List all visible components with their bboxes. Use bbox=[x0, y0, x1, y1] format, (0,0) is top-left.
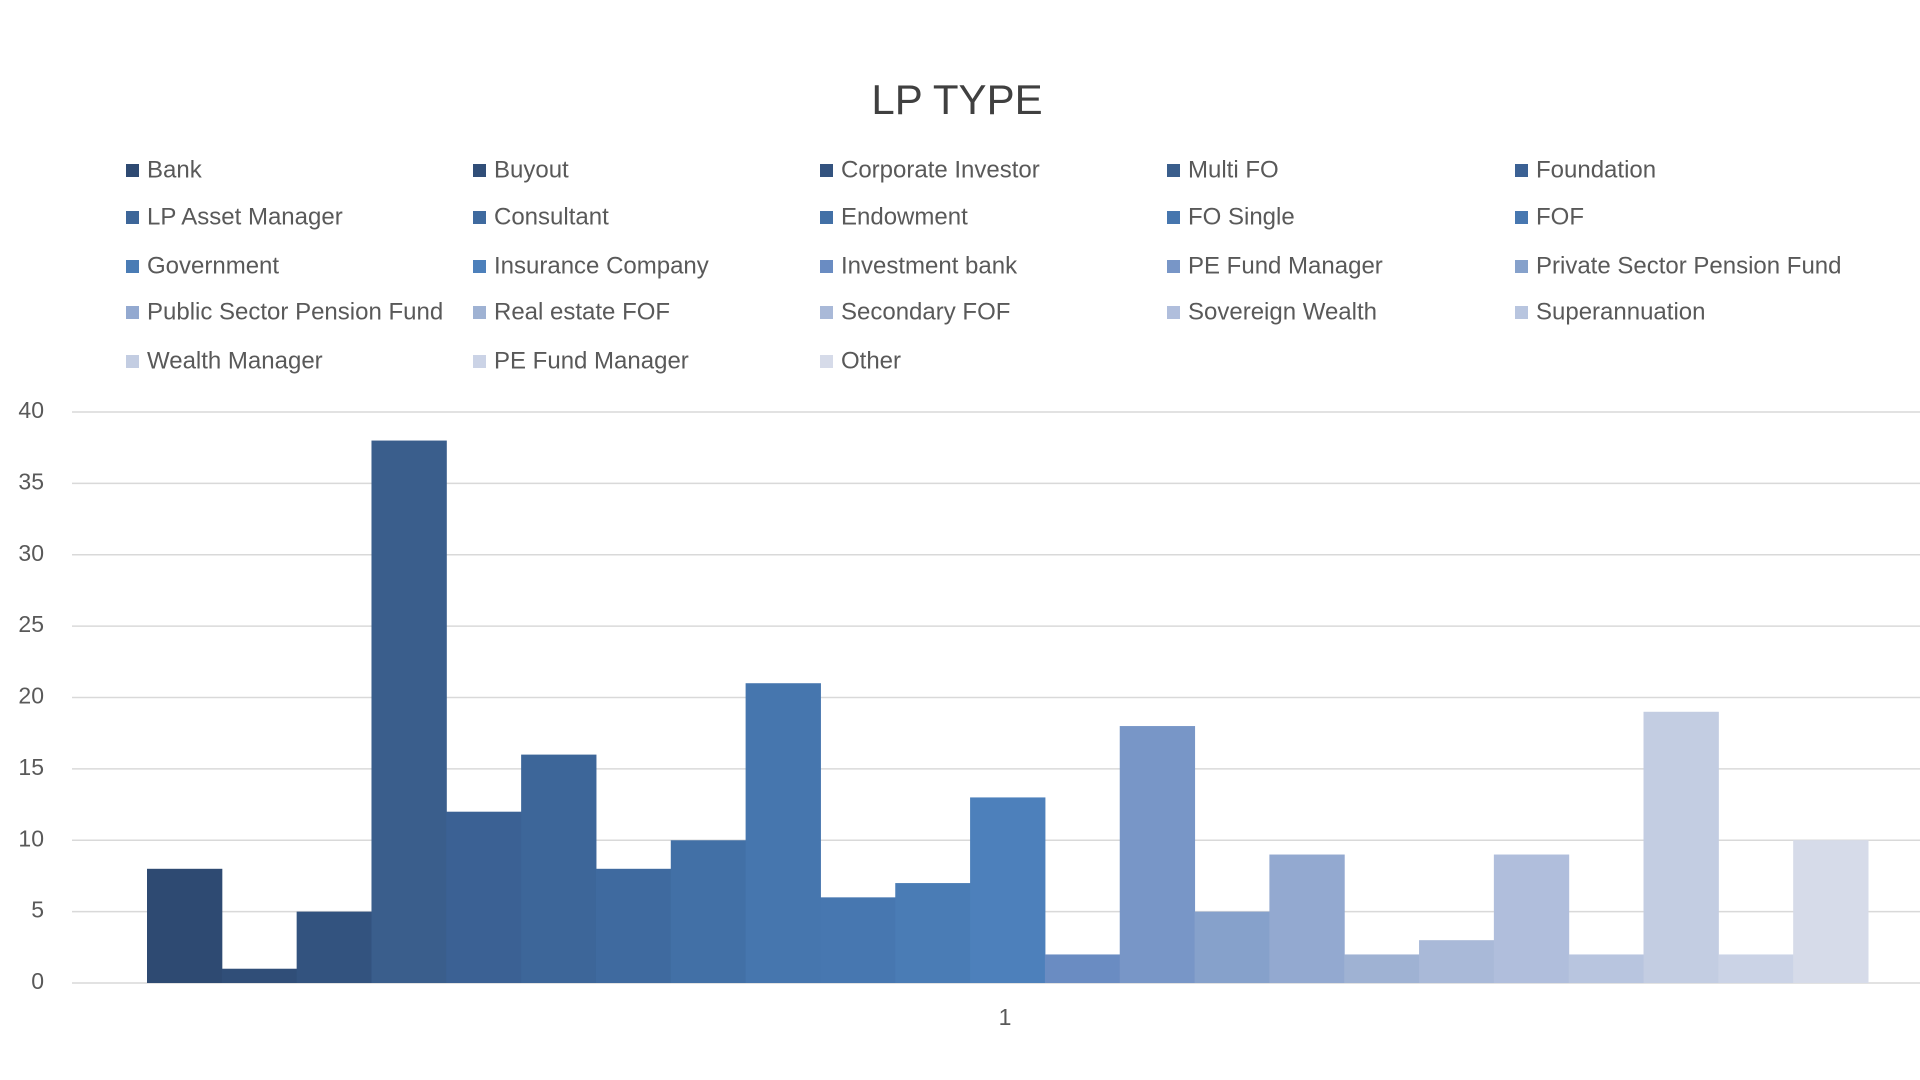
legend-label: Corporate Investor bbox=[841, 156, 1040, 183]
legend-label: FOF bbox=[1536, 203, 1584, 230]
legend-label: Consultant bbox=[494, 203, 609, 230]
bar bbox=[745, 683, 821, 983]
legend-swatch bbox=[1167, 260, 1180, 273]
bar bbox=[970, 797, 1046, 983]
bar bbox=[1793, 840, 1869, 983]
bar bbox=[1419, 940, 1495, 983]
legend-label: FO Single bbox=[1188, 203, 1295, 230]
legend-label: Private Sector Pension Fund bbox=[1536, 252, 1842, 279]
legend-swatch bbox=[1167, 164, 1180, 177]
legend-label: Secondary FOF bbox=[841, 298, 1010, 325]
legend-swatch bbox=[820, 306, 833, 319]
y-tick-label: 10 bbox=[18, 825, 44, 851]
bar bbox=[221, 968, 298, 983]
legend-label: Real estate FOF bbox=[494, 298, 670, 325]
y-tick-label: 30 bbox=[18, 540, 44, 566]
legend-label: Foundation bbox=[1536, 156, 1656, 183]
legend-swatch bbox=[820, 211, 833, 224]
bar bbox=[1119, 726, 1196, 983]
legend-label: Other bbox=[841, 347, 901, 374]
legend-label: Bank bbox=[147, 156, 203, 183]
legend-swatch bbox=[473, 211, 486, 224]
bar bbox=[147, 868, 223, 983]
legend-swatch bbox=[1515, 211, 1528, 224]
legend-swatch bbox=[126, 164, 139, 177]
bar bbox=[446, 811, 522, 983]
legend-label: PE Fund Manager bbox=[1188, 252, 1383, 279]
bar bbox=[670, 840, 747, 983]
legend-swatch bbox=[126, 355, 139, 368]
bar bbox=[1269, 854, 1345, 983]
y-tick-label: 5 bbox=[31, 897, 44, 923]
legend-label: Superannuation bbox=[1536, 298, 1705, 325]
legend-label: Government bbox=[147, 252, 279, 279]
legend-swatch bbox=[126, 260, 139, 273]
legend-swatch bbox=[820, 260, 833, 273]
bar bbox=[1194, 911, 1270, 983]
y-tick-label: 25 bbox=[18, 611, 44, 637]
bar bbox=[371, 440, 447, 983]
y-tick-label: 20 bbox=[18, 683, 44, 709]
legend-swatch bbox=[1515, 306, 1528, 319]
legend-label: Buyout bbox=[494, 156, 569, 183]
bar bbox=[1044, 954, 1121, 983]
bar bbox=[1493, 854, 1570, 983]
legend-label: Endowment bbox=[841, 203, 968, 230]
legend-label: PE Fund Manager bbox=[494, 347, 689, 374]
bar bbox=[521, 754, 597, 983]
legend-label: Public Sector Pension Fund bbox=[147, 298, 443, 325]
y-tick-label: 35 bbox=[18, 468, 44, 494]
legend-swatch bbox=[473, 164, 486, 177]
legend-swatch bbox=[473, 355, 486, 368]
legend-swatch bbox=[126, 306, 139, 319]
legend-swatch bbox=[1515, 164, 1528, 177]
bar bbox=[1568, 954, 1645, 983]
legend-swatch bbox=[473, 306, 486, 319]
legend-swatch bbox=[1515, 260, 1528, 273]
bar bbox=[1643, 711, 1719, 983]
legend-swatch bbox=[1167, 211, 1180, 224]
chart-title: LP TYPE bbox=[871, 76, 1042, 123]
legend-label: Sovereign Wealth bbox=[1188, 298, 1377, 325]
legend-swatch bbox=[126, 211, 139, 224]
bar bbox=[595, 868, 672, 983]
legend-label: LP Asset Manager bbox=[147, 203, 343, 230]
bar bbox=[1344, 954, 1420, 983]
bar bbox=[296, 911, 372, 983]
bar bbox=[1718, 954, 1794, 983]
legend-label: Investment bank bbox=[841, 252, 1018, 279]
bar bbox=[820, 897, 896, 983]
legend-swatch bbox=[820, 164, 833, 177]
y-tick-label: 15 bbox=[18, 754, 44, 780]
legend-swatch bbox=[473, 260, 486, 273]
y-tick-label: 40 bbox=[18, 397, 44, 423]
x-tick-label: 1 bbox=[999, 1004, 1012, 1030]
legend-swatch bbox=[1167, 306, 1180, 319]
bar bbox=[895, 883, 971, 983]
legend-label: Insurance Company bbox=[494, 252, 709, 279]
legend-label: Wealth Manager bbox=[147, 347, 323, 374]
legend-label: Multi FO bbox=[1188, 156, 1279, 183]
legend-swatch bbox=[820, 355, 833, 368]
y-tick-label: 0 bbox=[31, 968, 44, 994]
